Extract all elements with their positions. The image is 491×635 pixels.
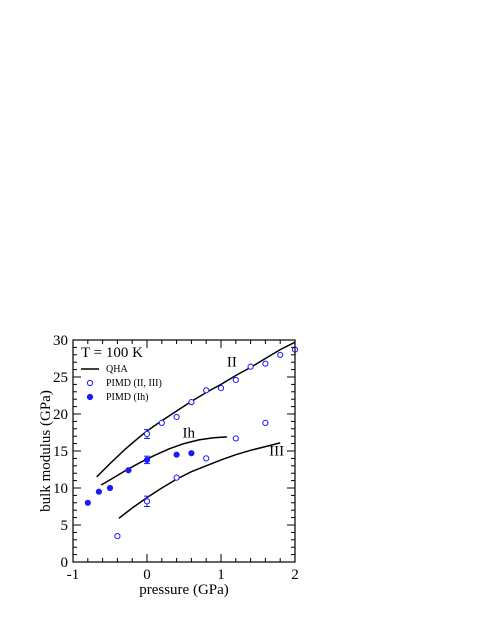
pimd-ii-iii-point [188,399,195,406]
phase-annotations: II Ih III [183,355,285,460]
x-tick-label: 0 [143,567,151,583]
phase-label-ii: II [227,355,237,371]
legend-title: T = 100 K [81,345,143,361]
pimd-ii-iii-point [173,474,180,481]
pimd-ii-iii-point [203,387,210,394]
x-axis-label: pressure (GPa) [139,582,229,598]
x-tick-label: -1 [67,567,80,583]
qha-curve-iii [118,442,281,519]
y-tick-label: 15 [53,444,68,460]
pimd-ii-iii-point [114,533,121,540]
pimd-ih-point [106,484,114,492]
pimd-ii-iii-point [277,351,284,358]
y-tick-label: 0 [61,555,69,571]
legend-pimd-ii-iii-label: PIMD (II, III) [106,378,162,389]
y-tick-label: 10 [53,481,68,497]
pimd-ih-point [173,451,180,458]
phase-label-ih: Ih [183,426,196,442]
pimd-ii-iii-point [143,430,151,438]
qha-curve-ih [100,436,227,486]
pimd-ii-iii-point [232,435,239,442]
pimd-ii-iii-point [262,360,269,367]
pimd-ii-iii-point [247,363,254,370]
pimd-ii-iii-point [158,419,165,426]
x-axis: -1 0 1 2 [67,340,299,583]
x-tick-label: 2 [291,567,299,583]
legend-open-circle-swatch [86,379,94,387]
pimd-ii-iii-point [217,385,225,392]
y-tick-label: 20 [53,407,68,423]
pimd-ih-point [125,467,132,474]
pimd-ii-iii-point [173,413,180,421]
pimd-ii-iii-point [203,455,210,462]
pimd-ii-iii-point [143,498,151,505]
y-axis: 0 5 10 15 20 25 30 [53,333,295,571]
phase-label-iii: III [269,443,284,459]
legend: T = 100 K QHA PIMD (II, III) PIMD (Ih) [81,345,162,403]
pimd-ii-iii-point [232,376,239,384]
y-tick-label: 30 [53,333,68,349]
pimd-ii-iii-point [262,419,269,426]
x-tick-label: 1 [217,567,225,583]
y-tick-label: 5 [61,518,69,534]
plot-area [84,341,299,540]
pimd-ih-point [143,456,151,463]
pimd-ih-point [84,499,91,506]
legend-filled-circle-swatch [86,393,94,401]
y-axis-label: bulk modulus (GPa) [38,390,54,512]
pimd-ih-point [188,450,195,457]
legend-pimd-ih-label: PIMD (Ih) [106,392,149,403]
y-tick-label: 25 [53,370,68,386]
legend-qha-label: QHA [106,364,128,375]
pimd-ih-point [95,488,103,495]
